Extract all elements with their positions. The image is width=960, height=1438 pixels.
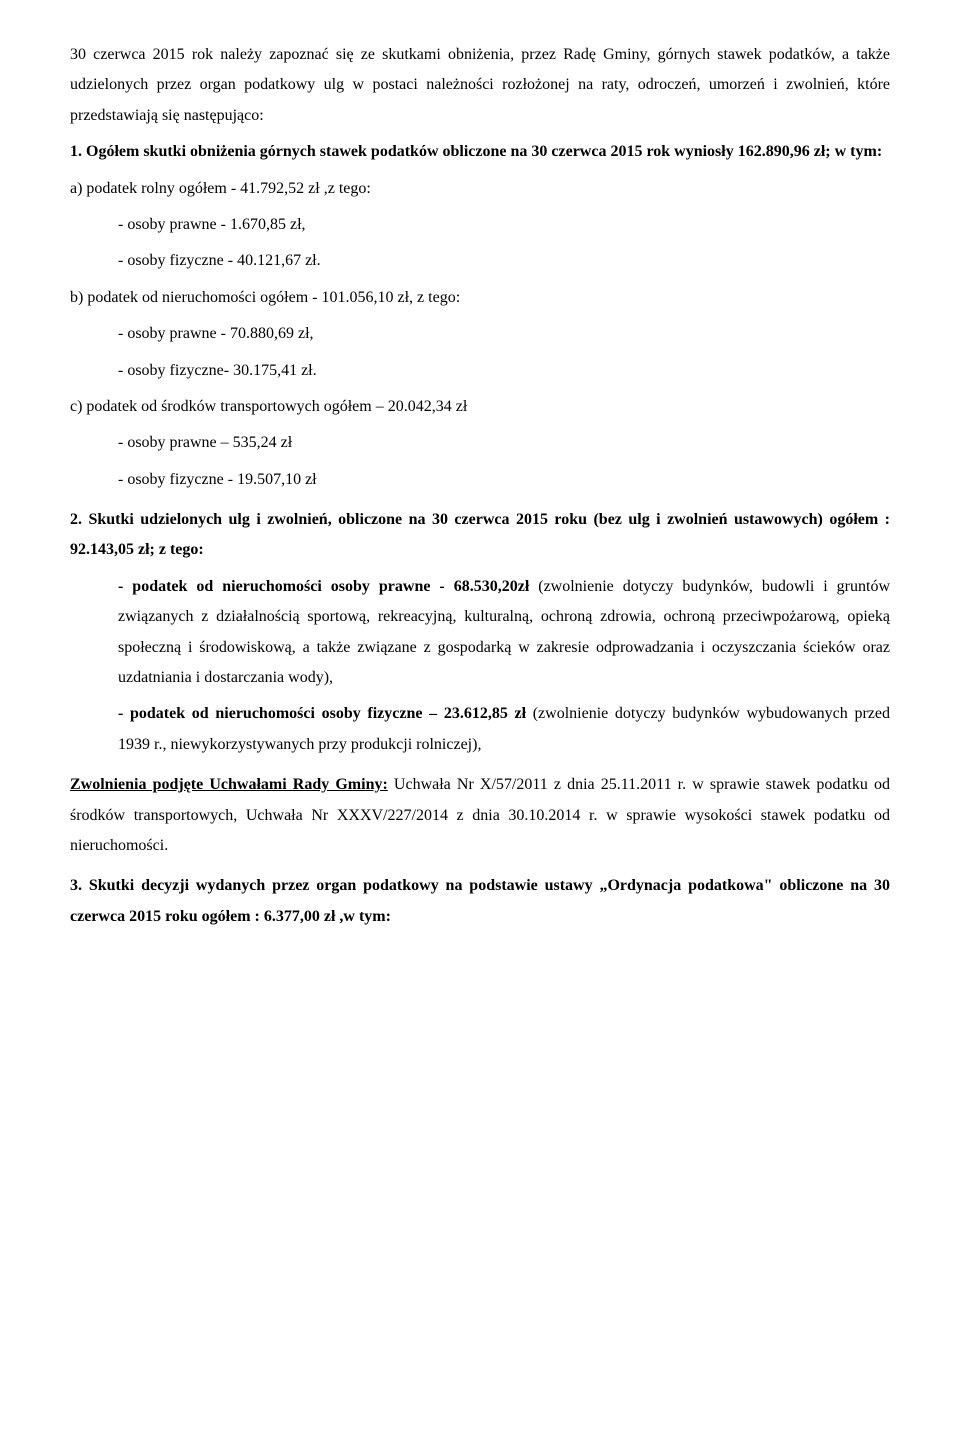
zwolnienia-bold: Zwolnienia podjęte Uchwałami Rady Gminy:: [70, 776, 388, 793]
item-c-osoby-prawne: - osoby prawne – 535,24 zł: [118, 428, 890, 458]
item-a-osoby-fizyczne: - osoby fizyczne - 40.121,67 zł.: [118, 246, 890, 276]
item-c-osoby-fizyczne: - osoby fizyczne - 19.507,10 zł: [118, 465, 890, 495]
intro-paragraph: 30 czerwca 2015 rok należy zapoznać się …: [70, 40, 890, 131]
section-3-heading: 3. Skutki decyzji wydanych przez organ p…: [70, 871, 890, 932]
exemption-prawne-bold: - podatek od nieruchomości osoby prawne …: [118, 578, 538, 595]
item-b: b) podatek od nieruchomości ogółem - 101…: [70, 283, 890, 313]
zwolnienia-paragraph: Zwolnienia podjęte Uchwałami Rady Gminy:…: [70, 770, 890, 861]
item-b-osoby-prawne: - osoby prawne - 70.880,69 zł,: [118, 319, 890, 349]
section-1-heading: 1. Ogółem skutki obniżenia górnych stawe…: [70, 137, 890, 167]
item-c: c) podatek od środków transportowych ogó…: [70, 392, 890, 422]
item-a-osoby-prawne: - osoby prawne - 1.670,85 zł,: [118, 210, 890, 240]
item-a: a) podatek rolny ogółem - 41.792,52 zł ,…: [70, 174, 890, 204]
exemption-fizyczne-bold: - podatek od nieruchomości osoby fizyczn…: [118, 705, 533, 722]
exemption-prawne: - podatek od nieruchomości osoby prawne …: [118, 572, 890, 694]
exemption-fizyczne: - podatek od nieruchomości osoby fizyczn…: [118, 699, 890, 760]
item-b-osoby-fizyczne: - osoby fizyczne- 30.175,41 zł.: [118, 356, 890, 386]
section-2-heading: 2. Skutki udzielonych ulg i zwolnień, ob…: [70, 505, 890, 566]
